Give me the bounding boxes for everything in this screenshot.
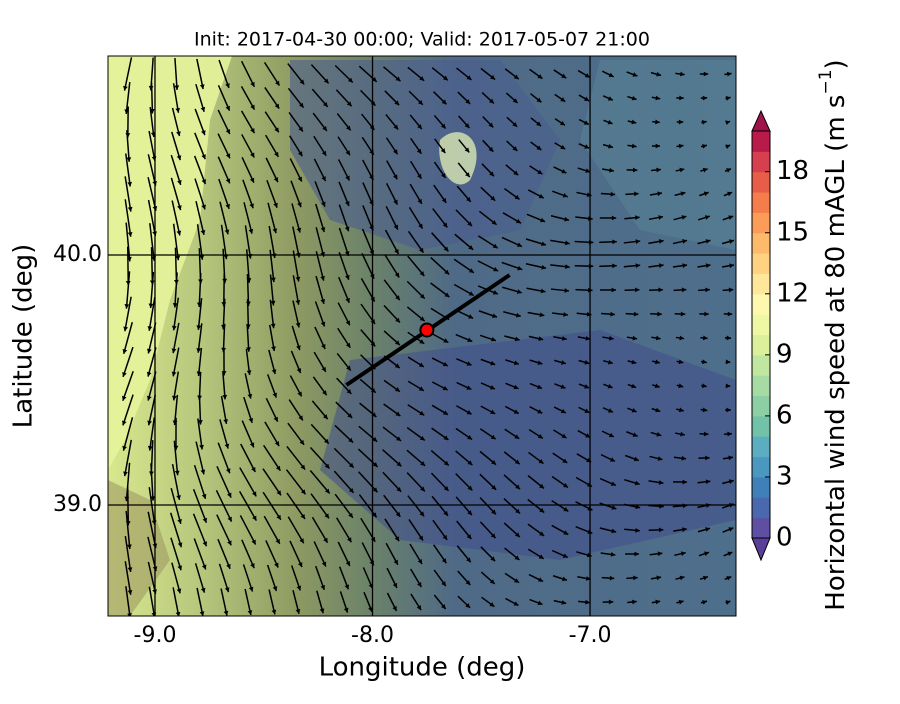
colorbar-over [752, 111, 770, 131]
colorbar-tick-label: 18 [776, 156, 809, 186]
colorbar-band [752, 151, 770, 172]
colorbar-tick-label: 6 [776, 400, 793, 430]
colorbar-tick-label: 15 [776, 217, 809, 247]
x-tick-label: -8.0 [351, 623, 394, 648]
wind-arrow-shaft [128, 486, 129, 525]
y-tick-label: 39.0 [53, 492, 102, 517]
colorbar-band [752, 314, 770, 335]
colorbar-tick-label: 0 [776, 523, 793, 553]
colorbar-band [752, 233, 770, 254]
x-tick-label: -9.0 [134, 623, 177, 648]
colorbar-band [752, 436, 770, 457]
colorbar-band [752, 396, 770, 417]
colorbar-band [752, 212, 770, 233]
colorbar-band [752, 253, 770, 274]
colorbar-tick-label: 12 [776, 278, 809, 308]
colorbar-band [752, 131, 770, 152]
y-tick-label: 40.0 [53, 242, 102, 267]
colorbar-band [752, 172, 770, 193]
colorbar-band [752, 355, 770, 376]
x-axis-label: Longitude (deg) [319, 653, 526, 683]
colorbar-label: Horizontal wind speed at 80 mAGL (m s−1) [816, 59, 851, 610]
colorbar-band [752, 416, 770, 437]
colorbar-band [752, 192, 770, 213]
colorbar-band [752, 518, 770, 539]
colorbar: 0 3 6 9 12 15 18 [752, 111, 809, 560]
colorbar-band [752, 335, 770, 356]
colorbar-band [752, 477, 770, 498]
site-marker [420, 324, 433, 337]
colorbar-label-main: Horizontal wind speed at 80 mAGL (m s [821, 95, 851, 611]
colorbar-label-sup: −1 [816, 69, 836, 94]
colorbar-tick-label: 3 [776, 461, 793, 491]
colorbar-under [752, 538, 770, 560]
x-tick-label: -7.0 [569, 623, 612, 648]
colorbar-band [752, 497, 770, 518]
y-axis-label: Latitude (deg) [9, 244, 39, 429]
colorbar-label-end: ) [821, 59, 851, 69]
map-field [108, 56, 736, 618]
title: Init: 2017-04-30 00:00; Valid: 2017-05-0… [194, 29, 650, 51]
colorbar-band [752, 375, 770, 396]
colorbar-tick-label: 9 [776, 339, 793, 369]
colorbar-band [752, 273, 770, 294]
colorbar-band [752, 294, 770, 315]
wind-arrow-shaft [152, 83, 153, 114]
colorbar-band [752, 457, 770, 478]
